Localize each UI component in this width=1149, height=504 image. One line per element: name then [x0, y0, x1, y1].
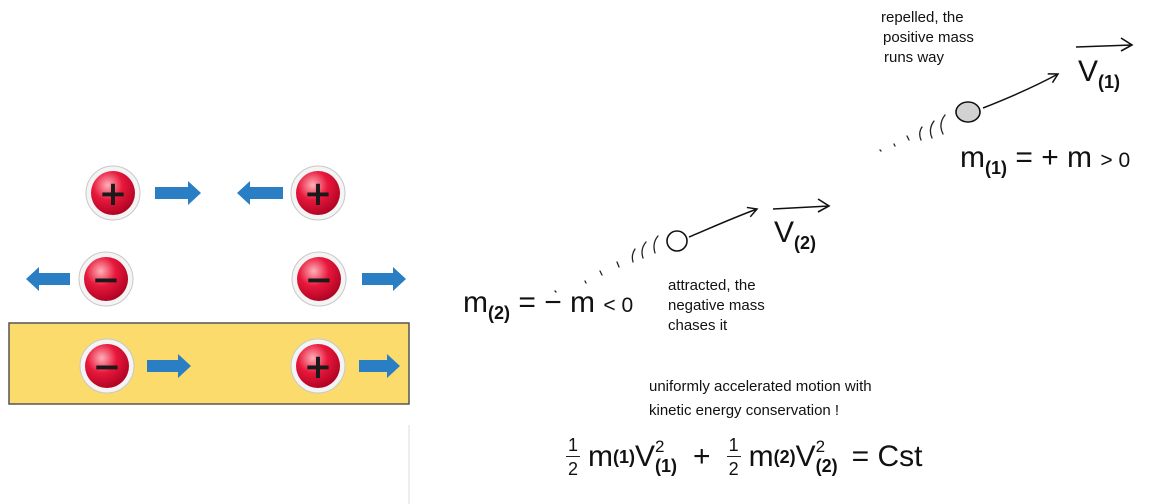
equation-rhs: = Cst [851, 440, 923, 473]
annotation-line: runs way [884, 49, 945, 66]
vector-symbol: V [774, 216, 795, 249]
motion-trail-1 [879, 114, 946, 152]
plus-sign: + [99, 174, 128, 214]
vector-subscript: (1) [1098, 72, 1121, 92]
arrow-right [147, 354, 191, 378]
arrow-left [237, 181, 283, 205]
mass-value: = − m [518, 286, 596, 319]
annotation-line: chases it [668, 317, 728, 334]
sphere-negative: − [78, 251, 134, 307]
particle-1-body [955, 101, 981, 123]
annotation-line: positive mass [883, 29, 974, 46]
vector-subscript: (2) [794, 233, 817, 253]
vector-label-v1: V(1) [1078, 55, 1121, 92]
vector-arrow-overline-2 [772, 198, 831, 213]
velocity-subscript: (2) [815, 455, 838, 476]
minus-sign: − [93, 347, 122, 387]
mass-symbol: m [960, 141, 985, 174]
arrow-left [26, 267, 70, 291]
mass-label-m1: m(1) = + m > 0 [960, 141, 1131, 178]
exponent: 2 [655, 436, 665, 456]
annotation-line: attracted, the [668, 277, 756, 294]
velocity-subscript: (1) [655, 455, 678, 476]
minus-sign: − [305, 260, 334, 300]
velocity-arrow-2 [688, 206, 759, 238]
sphere-negative: − [291, 251, 347, 307]
arrow-right [359, 354, 400, 378]
velocity-symbol: V [635, 440, 656, 473]
sphere-positive: + [290, 165, 346, 221]
mass-symbol: m [463, 286, 488, 319]
mass-symbol: m [588, 440, 614, 473]
annotation-line: repelled, the [881, 9, 964, 26]
particle-negative-mass [554, 198, 831, 293]
mass-symbol: m [748, 440, 774, 473]
plus-sign: + [304, 347, 333, 387]
mass-subscript: (1) [985, 158, 1007, 178]
velocity-arrow-1 [982, 73, 1060, 109]
minus-sign: − [92, 260, 121, 300]
vector-symbol: V [1078, 55, 1099, 88]
mass-inequality: < 0 [603, 294, 634, 317]
annotation-line: uniformly accelerated motion with [649, 378, 872, 395]
mass-subscript: (2) [488, 303, 510, 323]
arrow-right [362, 267, 406, 291]
plus-operator: + [693, 440, 711, 473]
mass-label-m2: m(2) = − m < 0 [463, 286, 634, 323]
particle-2-body [666, 230, 688, 252]
particle-positive-mass [879, 37, 1134, 152]
annotation-attracted: attracted, the negative mass chases it [668, 276, 765, 336]
vector-arrow-overline-1 [1075, 37, 1134, 52]
plate [8, 322, 410, 405]
sphere-positive: + [85, 165, 141, 221]
sphere-positive: + [290, 338, 346, 394]
plus-sign: + [304, 174, 333, 214]
vector-label-v2: V(2) [774, 216, 817, 253]
mass-inequality: > 0 [1100, 149, 1131, 172]
annotation-line: kinetic energy conservation ! [649, 402, 840, 419]
mass-subscript: (1) [613, 447, 636, 467]
sphere-negative: − [79, 338, 135, 394]
velocity-symbol: V [795, 440, 816, 473]
exponent: 2 [815, 436, 826, 456]
mass-value: = + m [1015, 141, 1093, 174]
annotation-uniform-motion: uniformly accelerated motion with kineti… [649, 375, 872, 423]
annotation-repelled: repelled, the positive mass runs way [881, 8, 974, 68]
annotation-line: negative mass [668, 297, 765, 314]
motion-trail-2 [554, 235, 659, 293]
arrow-right [155, 181, 201, 205]
mass-subscript: (2) [773, 447, 796, 467]
